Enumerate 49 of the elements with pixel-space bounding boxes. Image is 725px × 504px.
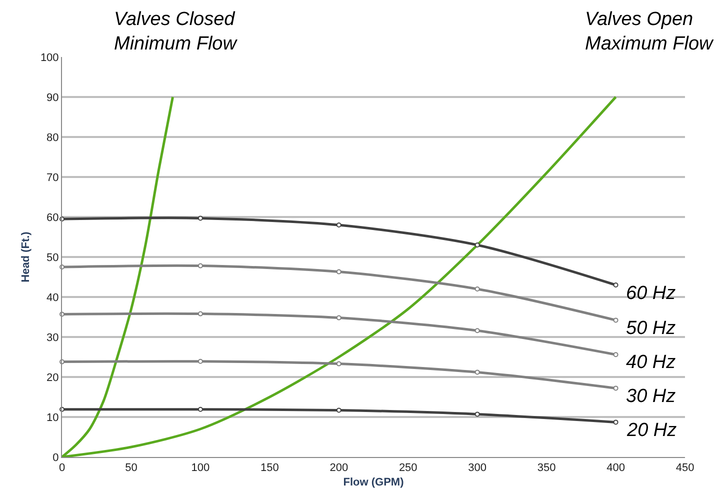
point — [613, 386, 618, 391]
y-axis-title: Head (Ft.) — [20, 231, 32, 282]
x-tick-label: 300 — [468, 462, 487, 474]
series-label: 20 Hz — [626, 420, 678, 441]
y-tick-label: 60 — [46, 212, 59, 224]
series-label: 30 Hz — [626, 386, 676, 407]
point — [336, 408, 342, 413]
y-tick-label: 20 — [46, 372, 59, 384]
y-tick-label: 80 — [46, 132, 59, 144]
point — [198, 406, 203, 412]
point — [474, 242, 480, 248]
point — [336, 315, 342, 320]
text: Valves Closed Minimum Flow — [114, 9, 238, 55]
series-label: 60 Hz — [626, 283, 676, 304]
point — [198, 216, 203, 221]
point — [336, 361, 342, 366]
point — [613, 420, 618, 425]
point — [474, 370, 480, 375]
x-tick-label: 400 — [606, 462, 625, 474]
point — [474, 286, 480, 292]
x-tick-label: 200 — [330, 462, 348, 474]
x-tick-label: 450 — [676, 462, 694, 474]
point — [198, 311, 203, 316]
x-tick-label: 250 — [398, 462, 418, 474]
point — [613, 352, 618, 358]
point — [198, 358, 203, 364]
x-tick-label: 100 — [191, 462, 210, 474]
point — [613, 282, 618, 288]
point — [198, 263, 203, 268]
y-tick-label: 100 — [40, 52, 59, 64]
y-tick-label: 30 — [46, 332, 59, 344]
point — [474, 412, 480, 417]
y-tick-label: 50 — [46, 252, 59, 264]
point — [613, 318, 618, 323]
point — [474, 328, 480, 334]
x-tick-label: 50 — [125, 462, 138, 474]
series-label: 40 Hz — [626, 352, 676, 373]
text: Valves Open Maximum Flow — [585, 9, 714, 55]
series-label: 50 Hz — [626, 318, 676, 339]
y-tick-label: 70 — [46, 172, 59, 184]
y-tick-label: 10 — [46, 412, 59, 424]
point — [336, 269, 342, 274]
point — [336, 222, 342, 228]
x-axis-title: Flow (GPM) — [343, 476, 404, 488]
x-tick-label: 150 — [260, 462, 279, 474]
y-tick-label: 40 — [46, 292, 59, 304]
x-tick-label: 350 — [537, 462, 556, 474]
y-tick-label: 90 — [46, 92, 59, 104]
y-tick-label: 0 — [52, 452, 59, 464]
